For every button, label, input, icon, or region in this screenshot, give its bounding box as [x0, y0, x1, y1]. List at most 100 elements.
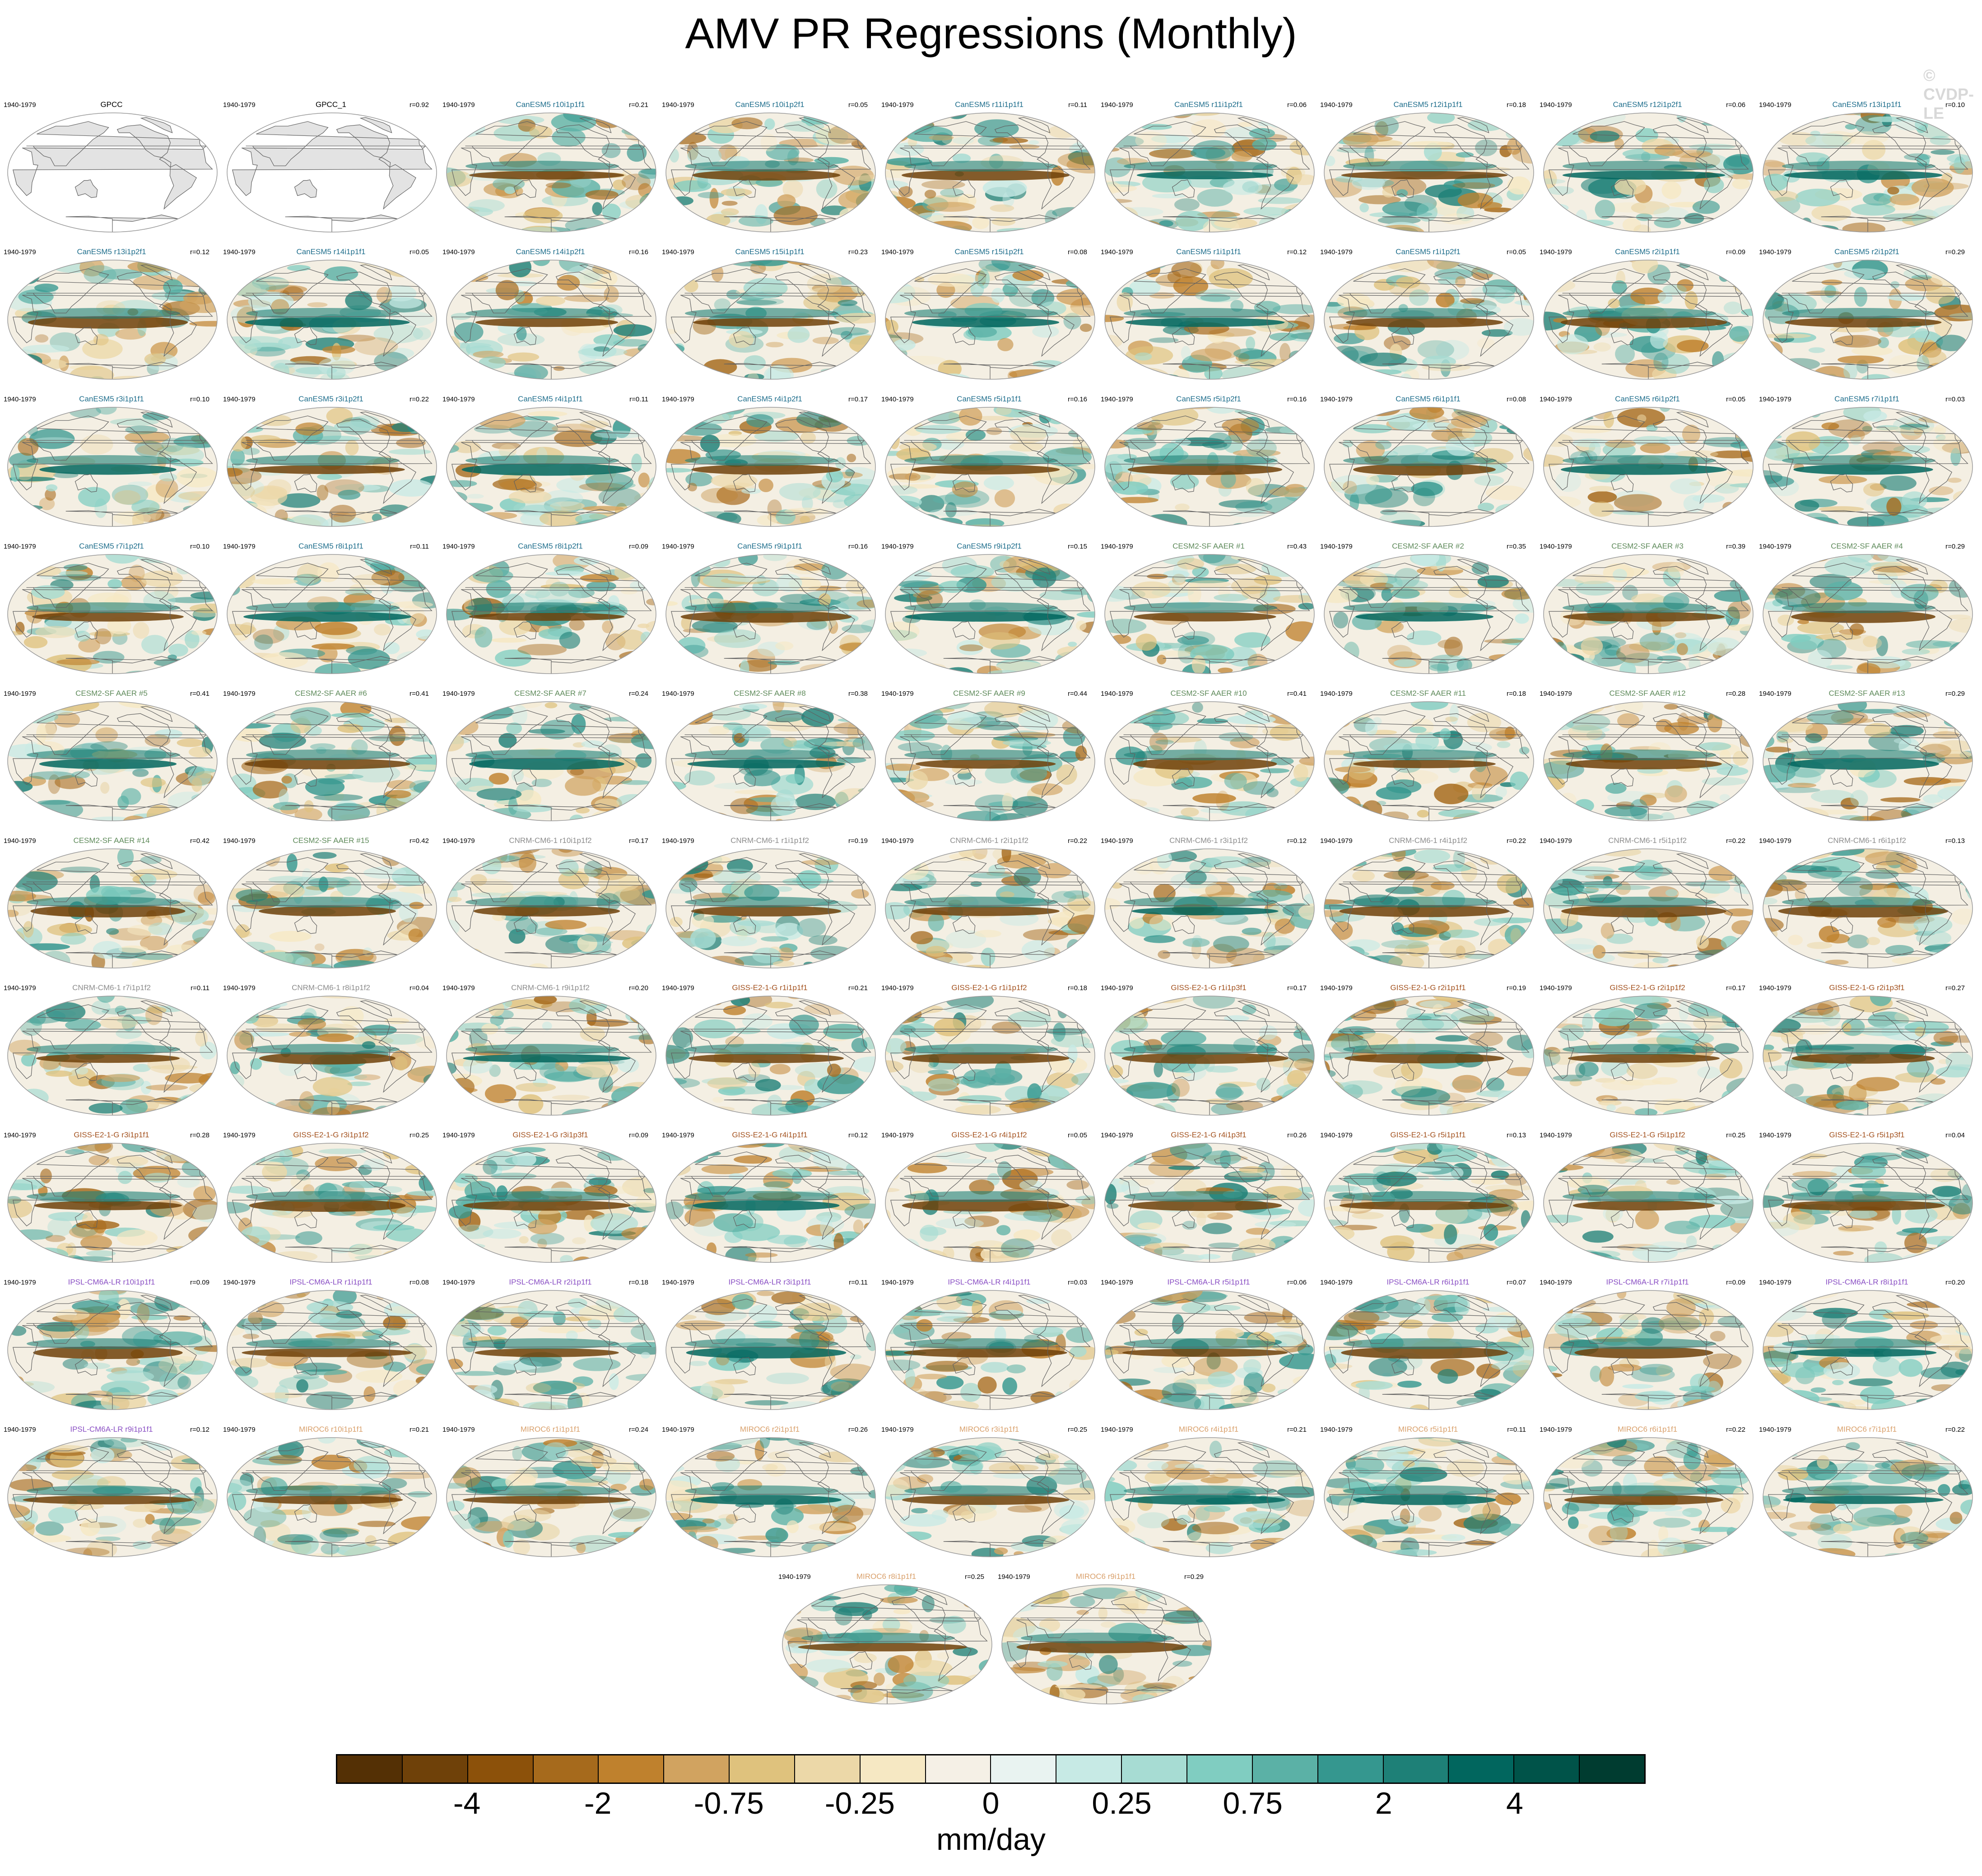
precip-anomaly — [782, 180, 803, 199]
precip-anomaly — [741, 488, 761, 494]
panel-title: CanESM5 r1i1p1f1 — [1176, 247, 1241, 256]
precip-anomaly — [1686, 227, 1704, 232]
coastline — [465, 268, 646, 313]
precip-anomaly — [386, 348, 414, 359]
precip-anomaly — [1129, 808, 1146, 820]
precip-anomaly — [592, 202, 603, 215]
precip-anomaly — [1388, 954, 1424, 968]
precip-anomaly — [1375, 121, 1389, 138]
precip-anomaly — [559, 632, 581, 649]
coastline — [579, 411, 612, 428]
precip-anomaly — [1359, 353, 1407, 367]
precip-anomaly — [1721, 554, 1748, 570]
precip-anomaly — [1329, 116, 1351, 136]
precip-anomaly — [101, 1074, 140, 1082]
precip-anomaly — [582, 506, 624, 511]
precip-anomaly — [830, 327, 869, 336]
precip-anomaly — [1807, 942, 1833, 949]
precip-anomaly — [189, 321, 217, 327]
regression-map — [7, 848, 218, 968]
precip-anomaly — [945, 779, 982, 786]
precip-anomaly — [1949, 260, 1961, 281]
precip-anomaly — [515, 1083, 556, 1092]
precip-anomaly — [1010, 426, 1047, 443]
coastline — [26, 268, 207, 313]
precip-anomaly — [692, 220, 707, 232]
precip-anomaly — [1269, 487, 1310, 497]
precip-anomaly — [1712, 113, 1753, 129]
precip-anomaly — [464, 223, 507, 232]
equatorial-band — [905, 612, 1066, 622]
precip-anomaly — [1160, 650, 1193, 657]
panel-title: CESM2-SF AAER #1 — [1172, 542, 1245, 550]
precip-anomaly — [1578, 219, 1614, 227]
coastline — [359, 264, 392, 281]
precip-anomaly — [1723, 407, 1753, 418]
precip-anomaly — [1181, 346, 1191, 360]
coastline — [1676, 117, 1709, 134]
precip-anomaly — [500, 479, 542, 490]
precip-anomaly — [1260, 768, 1290, 773]
precip-anomaly — [362, 1024, 397, 1036]
coastline — [943, 362, 1056, 379]
precip-anomaly — [609, 554, 631, 559]
precip-anomaly — [1289, 947, 1314, 955]
regression-map — [7, 701, 218, 821]
precip-anomaly — [826, 469, 843, 483]
precip-anomaly — [451, 113, 475, 121]
precip-anomaly — [1732, 178, 1750, 190]
precip-anomaly — [861, 644, 875, 651]
precip-anomaly — [1342, 113, 1368, 125]
precip-anomaly — [1409, 289, 1429, 306]
precip-anomaly — [1223, 179, 1263, 195]
precip-anomaly — [1406, 630, 1442, 645]
precip-anomaly — [1122, 817, 1154, 821]
precip-anomaly — [1773, 708, 1793, 719]
precip-anomaly — [1384, 335, 1411, 351]
precip-anomaly — [29, 996, 78, 1000]
precip-anomaly — [1474, 666, 1504, 674]
panel-correlation: r=0.15 — [1068, 543, 1087, 550]
precip-anomaly — [622, 170, 632, 181]
precip-anomaly — [1763, 653, 1780, 664]
panel-correlation: r=0.42 — [409, 837, 429, 845]
precip-anomaly — [1506, 662, 1534, 674]
precip-anomaly — [585, 473, 634, 492]
coastline — [359, 117, 392, 134]
precip-anomaly — [1305, 352, 1314, 369]
precip-anomaly — [1263, 819, 1304, 821]
map-panel: 1940-1979 CESM2-SF AAER #15 r=0.42 — [221, 836, 441, 974]
precip-anomaly — [666, 717, 689, 726]
precip-anomaly — [461, 554, 491, 567]
precip-anomaly — [447, 799, 464, 805]
map-panel: 1940-1979 CNRM-CM6-1 r10i1p1f2 r=0.17 — [441, 836, 660, 974]
precip-anomaly — [639, 220, 656, 232]
precip-anomaly — [1340, 796, 1361, 816]
precip-anomaly — [779, 483, 821, 501]
precip-anomaly — [262, 325, 282, 331]
precip-anomaly — [1355, 956, 1382, 968]
precip-anomaly — [191, 702, 217, 711]
panel-period: 1940-1979 — [223, 248, 256, 256]
coastline — [1610, 326, 1634, 345]
coastline — [465, 121, 646, 166]
precip-anomaly — [1130, 917, 1145, 929]
precip-anomaly — [18, 438, 39, 456]
precip-anomaly — [1362, 800, 1382, 820]
precip-anomaly — [800, 664, 841, 674]
precip-anomaly — [202, 407, 217, 417]
precip-anomaly — [1689, 144, 1735, 150]
precip-anomaly — [248, 854, 264, 863]
regression-map — [885, 260, 1095, 380]
equatorial-band — [27, 455, 180, 466]
coastline — [1562, 268, 1743, 313]
map-panel: 1940-1979 GISS-E2-1-G r1i1p3f1 r=0.17 — [1099, 983, 1318, 1121]
equatorial-band — [1124, 308, 1277, 319]
precip-anomaly — [1491, 407, 1533, 414]
precip-anomaly — [1961, 113, 1973, 117]
precip-anomaly — [1763, 560, 1774, 576]
precip-anomaly — [452, 996, 484, 1006]
coastline — [1549, 148, 1749, 196]
panel-correlation: r=0.16 — [629, 248, 648, 256]
precip-anomaly — [1730, 407, 1747, 426]
